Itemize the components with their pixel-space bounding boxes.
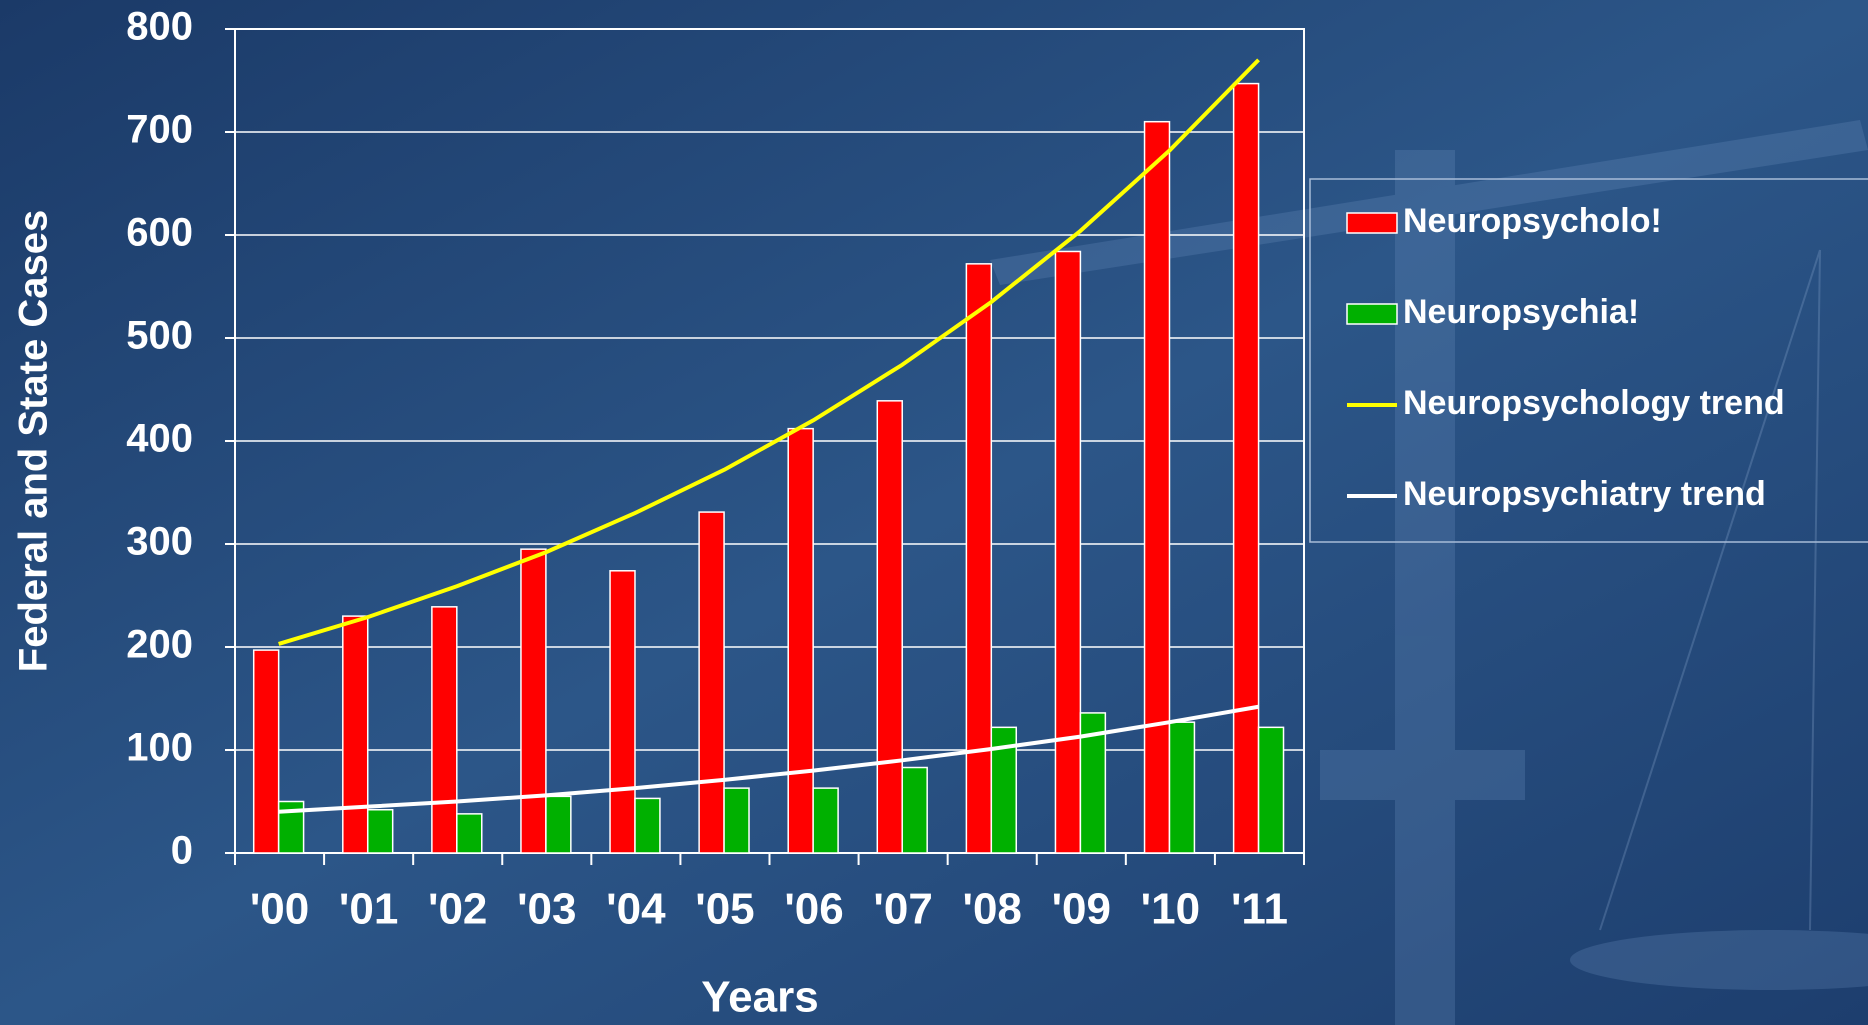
- bar: [698, 511, 725, 854]
- legend-label: Neuropsycholo!: [1403, 202, 1662, 240]
- bar: [520, 548, 547, 854]
- y-tick-label: 300: [126, 520, 193, 564]
- x-tick-label: '10: [1141, 885, 1200, 934]
- bar: [634, 797, 661, 854]
- bar: [1168, 721, 1196, 854]
- x-tick-label: '02: [428, 885, 487, 934]
- x-tick-label: '05: [695, 885, 754, 934]
- y-tick-label: 800: [126, 5, 193, 49]
- x-tick-label: '01: [339, 885, 398, 934]
- legend-box: [1309, 178, 1868, 543]
- x-tick-label: '06: [784, 885, 843, 934]
- bar: [366, 808, 394, 854]
- x-tick-label: '04: [606, 885, 666, 934]
- legend-swatch: [1346, 212, 1398, 234]
- x-tick-label: '00: [250, 885, 309, 934]
- x-tick-label: '09: [1052, 885, 1111, 934]
- bar: [723, 787, 750, 854]
- bar: [901, 766, 928, 854]
- bar: [1232, 82, 1260, 854]
- bar: [342, 615, 369, 854]
- y-tick-label: 0: [171, 829, 193, 873]
- y-tick-label: 700: [126, 108, 193, 152]
- trend-line: [278, 704, 1259, 814]
- x-axis-title: Years: [701, 973, 818, 1022]
- y-tick-label: 400: [126, 417, 193, 461]
- x-tick-label: '11: [1231, 885, 1288, 934]
- bar: [456, 813, 483, 854]
- bar: [965, 263, 993, 854]
- legend-label: Neuropsychia!: [1403, 293, 1639, 331]
- x-tick-label: '03: [517, 885, 576, 934]
- bar: [252, 649, 280, 854]
- y-tick-label: 100: [126, 726, 193, 770]
- bar: [545, 795, 572, 854]
- bar: [876, 400, 903, 854]
- bar: [787, 427, 814, 854]
- x-tick-label: '07: [873, 885, 932, 934]
- bar: [609, 570, 636, 854]
- y-tick-label: 200: [126, 623, 193, 667]
- legend-swatch: [1346, 303, 1398, 325]
- y-axis-title: Federal and State Cases: [12, 210, 56, 672]
- legend-label: Neuropsychology trend: [1403, 384, 1785, 422]
- trend-line: [278, 58, 1260, 646]
- x-tick-label: '08: [963, 885, 1022, 934]
- bar: [1257, 726, 1285, 854]
- y-tick-label: 600: [126, 211, 193, 255]
- bar: [1054, 250, 1082, 854]
- bar: [431, 606, 458, 854]
- bar: [812, 787, 839, 854]
- y-tick-label: 500: [126, 314, 193, 358]
- scale-decoration: [990, 120, 1868, 1025]
- bar: [1143, 120, 1171, 854]
- legend-label: Neuropsychiatry trend: [1403, 475, 1766, 513]
